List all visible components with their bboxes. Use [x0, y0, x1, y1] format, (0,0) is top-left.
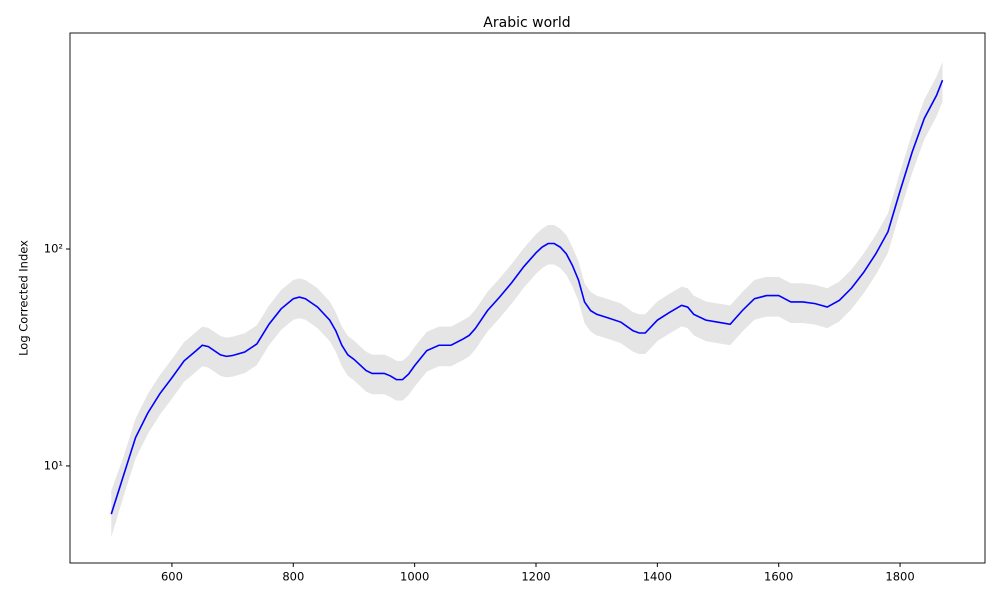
- x-tick-label: 1200: [521, 570, 550, 584]
- x-tick-label: 800: [282, 570, 304, 584]
- y-tick-label: 10¹: [44, 458, 63, 472]
- x-tick-label: 600: [161, 570, 183, 584]
- y-tick-label: 10²: [44, 242, 63, 256]
- x-tick-label: 1600: [764, 570, 793, 584]
- chart-title: Arabic world: [483, 15, 570, 31]
- confidence-band: [111, 61, 943, 538]
- plot-frame: [69, 32, 986, 564]
- y-axis-label: Log Corrected Index: [17, 240, 31, 356]
- x-tick-label: 1000: [400, 570, 429, 584]
- x-tick-label: 1400: [643, 570, 672, 584]
- data-line: [110, 79, 944, 515]
- x-tick-label: 1800: [885, 570, 914, 584]
